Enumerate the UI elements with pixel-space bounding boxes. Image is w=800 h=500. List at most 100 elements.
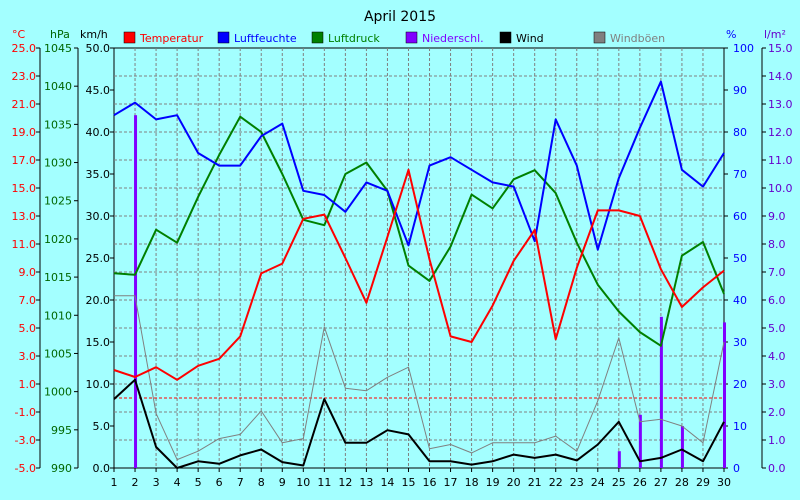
- legend-label: Temperatur: [139, 32, 204, 45]
- tick-label-wind: 35.0: [86, 168, 111, 181]
- tick-label-precipitation: 14.0: [768, 70, 793, 83]
- x-tick-label: 25: [612, 476, 626, 489]
- tick-label-temperature: 5.0: [19, 322, 37, 335]
- tick-label-wind: 45.0: [86, 84, 111, 97]
- x-tick-label: 19: [486, 476, 500, 489]
- tick-label-pressure: 1015: [44, 271, 72, 284]
- tick-label-precipitation: 5.0: [768, 322, 786, 335]
- tick-label-humidity: 20: [733, 378, 747, 391]
- tick-label-precipitation: 11.0: [768, 154, 793, 167]
- tick-label-temperature: 9.0: [19, 266, 37, 279]
- legend-swatch: [405, 31, 418, 44]
- x-tick-label: 18: [465, 476, 479, 489]
- precipitation-bar: [617, 451, 621, 468]
- tick-label-pressure: 1005: [44, 347, 72, 360]
- series-line-luftdruck: [113, 115, 725, 347]
- x-tick-label: 20: [507, 476, 521, 489]
- tick-label-wind: 30.0: [86, 210, 111, 223]
- x-tick-label: 6: [216, 476, 223, 489]
- tick-label-humidity: 90: [733, 84, 747, 97]
- legend-swatch: [593, 31, 606, 44]
- series-line-temperatur: [113, 168, 725, 381]
- tick-label-temperature: 21.0: [12, 98, 37, 111]
- precipitation-bar: [680, 426, 684, 468]
- tick-label-temperature: 19.0: [12, 126, 37, 139]
- legend-label: Windböen: [610, 32, 665, 45]
- tick-label-pressure: 1010: [44, 309, 72, 322]
- series-lines: [113, 80, 725, 469]
- x-tick-label: 30: [717, 476, 731, 489]
- x-tick-label: 11: [317, 476, 331, 489]
- x-tick-label: 22: [549, 476, 563, 489]
- x-tick-label: 24: [591, 476, 605, 489]
- legend-swatch: [311, 31, 324, 44]
- legend-label: Niederschl.: [422, 32, 484, 45]
- legend-label: Luftdruck: [328, 32, 380, 45]
- precipitation-bar: [134, 115, 138, 468]
- x-tick-label: 1: [111, 476, 118, 489]
- unit-label-humidity: %: [726, 28, 736, 41]
- axes: 25.0 23.0 21.0 19.0 17.0 15.0 13.0 11.0 9.0 7.0 5.…: [12, 42, 793, 475]
- legend-swatch: [499, 31, 512, 44]
- tick-label-humidity: 50: [733, 252, 747, 265]
- tick-label-pressure: 1025: [44, 195, 72, 208]
- tick-label-wind: 15.0: [86, 336, 111, 349]
- tick-label-wind: 50.0: [86, 42, 111, 55]
- x-tick-label: 7: [237, 476, 244, 489]
- legend-label: Luftfeuchte: [234, 32, 297, 45]
- tick-label-humidity: 30: [733, 336, 747, 349]
- x-tick-label: 9: [279, 476, 286, 489]
- tick-label-pressure: 1000: [44, 386, 72, 399]
- x-tick-label: 23: [570, 476, 584, 489]
- tick-label-precipitation: 1.0: [768, 434, 786, 447]
- tick-label-wind: 10.0: [86, 378, 111, 391]
- tick-label-temperature: -5.0: [15, 462, 36, 475]
- tick-label-temperature: 7.0: [19, 294, 37, 307]
- tick-label-precipitation: 13.0: [768, 98, 793, 111]
- tick-label-temperature: 1.0: [19, 378, 37, 391]
- series-line-windben: [114, 295, 725, 461]
- tick-label-temperature: -1.0: [15, 406, 36, 419]
- tick-label-pressure: 1035: [44, 118, 72, 131]
- tick-label-humidity: 40: [733, 294, 747, 307]
- tick-label-temperature: 23.0: [12, 70, 37, 83]
- x-tick-label: 4: [174, 476, 181, 489]
- x-tick-label: 26: [633, 476, 647, 489]
- plot-area: [113, 47, 725, 469]
- unit-label-precipitation: l/m²: [764, 28, 786, 41]
- x-tick-label: 29: [696, 476, 710, 489]
- series-line-luftfeuchte: [113, 80, 725, 251]
- legend: Temperatur Luftfeuchte Luftdruck Niederschl…: [123, 31, 665, 45]
- x-tick-label: 21: [528, 476, 542, 489]
- tick-label-pressure: 1040: [44, 80, 72, 93]
- tick-label-humidity: 70: [733, 168, 747, 181]
- unit-label-pressure: hPa: [50, 28, 70, 41]
- x-tick-label: 27: [654, 476, 668, 489]
- tick-label-temperature: 17.0: [12, 154, 37, 167]
- x-tick-label: 2: [132, 476, 139, 489]
- tick-label-precipitation: 6.0: [768, 294, 786, 307]
- x-axis: 1 2 3 4 5 6 7 8 9 10 11 12 13 14 15 16 17 18 19 20 21 22 23 24 2…: [111, 468, 731, 489]
- unit-label-wind: km/h: [80, 28, 108, 41]
- x-tick-label: 10: [296, 476, 310, 489]
- tick-label-precipitation: 0.0: [768, 462, 786, 475]
- tick-label-precipitation: 9.0: [768, 210, 786, 223]
- tick-label-pressure: 990: [51, 462, 72, 475]
- tick-label-pressure: 1045: [44, 42, 72, 55]
- legend-swatch: [123, 31, 136, 44]
- x-tick-label: 15: [401, 476, 415, 489]
- tick-label-pressure: 995: [51, 424, 72, 437]
- tick-label-precipitation: 3.0: [768, 378, 786, 391]
- legend-swatch: [217, 31, 230, 44]
- x-tick-label: 13: [359, 476, 373, 489]
- tick-label-humidity: 80: [733, 126, 747, 139]
- legend-label: Wind: [516, 32, 544, 45]
- x-tick-label: 28: [675, 476, 689, 489]
- x-tick-label: 8: [258, 476, 265, 489]
- tick-label-temperature: 25.0: [12, 42, 37, 55]
- x-tick-label: 16: [423, 476, 437, 489]
- precipitation-bars: [134, 115, 726, 468]
- tick-label-temperature: 3.0: [19, 350, 37, 363]
- series-line-wind: [113, 378, 725, 469]
